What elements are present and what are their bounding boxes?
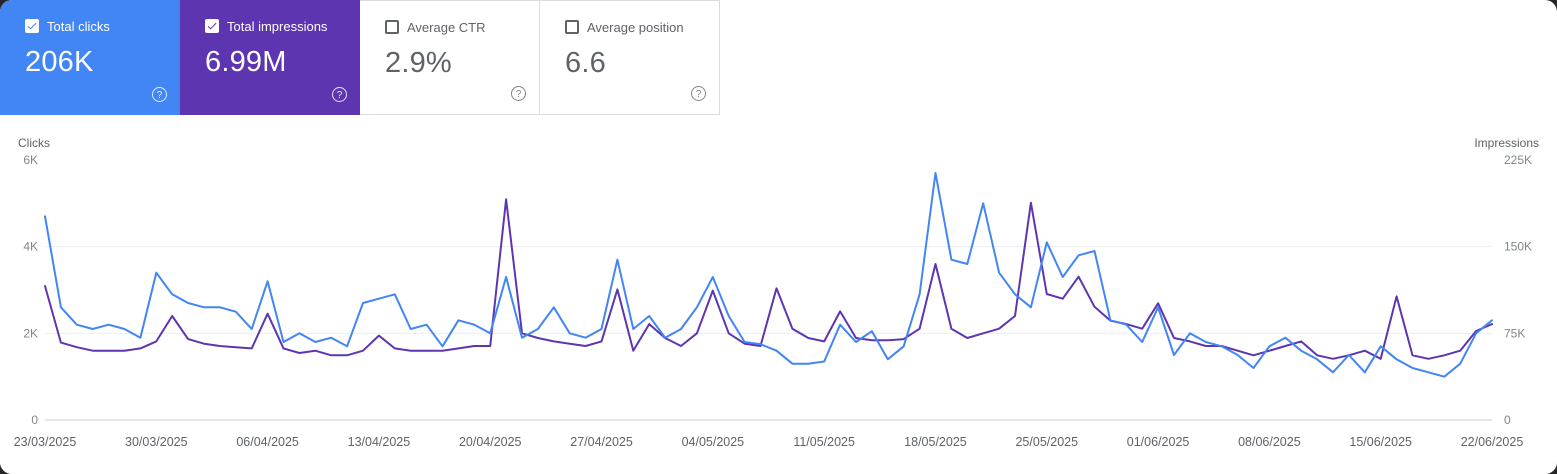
x-axis-label: 22/06/2025 [1461,435,1524,449]
card-total-impressions[interactable]: Total impressions 6.99M ? [180,0,360,115]
card-average-position[interactable]: Average position 6.6 ? [540,0,720,115]
average-ctr-label: Average CTR [407,19,486,35]
card-header: Average position [565,20,705,34]
total-clicks-label: Total clicks [47,18,110,34]
total-clicks-checkbox[interactable] [25,19,39,33]
left-axis-tick: 6K [23,153,38,167]
x-axis-label: 01/06/2025 [1127,435,1190,449]
x-axis-label: 30/03/2025 [125,435,188,449]
card-total-clicks[interactable]: Total clicks 206K ? [0,0,180,115]
x-axis-label: 15/06/2025 [1349,435,1412,449]
performance-chart[interactable]: Clicks Impressions 0 2K 4K 6K 0 75K 150K 225K 23/0… [0,115,1557,474]
help-icon[interactable]: ? [152,87,167,102]
x-axis-label: 04/05/2025 [682,435,745,449]
x-axis-label: 27/04/2025 [570,435,633,449]
help-icon[interactable]: ? [691,86,706,101]
help-icon[interactable]: ? [332,87,347,102]
average-position-label: Average position [587,19,684,35]
card-header: Average CTR [385,20,525,34]
help-icon[interactable]: ? [511,86,526,101]
right-axis-tick: 150K [1504,240,1532,254]
x-axis-label: 11/05/2025 [793,435,855,449]
x-axis-label: 13/04/2025 [348,435,411,449]
card-header: Total clicks [25,19,166,33]
right-axis-tick: 75K [1504,326,1525,340]
left-axis-tick: 4K [23,240,38,254]
clicks-line [44,172,1493,378]
x-axis-label: 25/05/2025 [1015,435,1078,449]
check-icon [27,22,37,30]
metric-cards: Total clicks 206K ? Total impressions 6.… [0,0,1557,115]
total-impressions-value: 6.99M [205,46,287,78]
x-axis-label: 06/04/2025 [236,435,299,449]
average-ctr-value: 2.9% [385,47,452,79]
x-axis-label: 23/03/2025 [14,435,77,449]
average-position-value: 6.6 [565,47,606,79]
x-axis-label: 20/04/2025 [459,435,522,449]
total-clicks-value: 206K [25,46,94,78]
average-ctr-checkbox[interactable] [385,20,399,34]
total-impressions-checkbox[interactable] [205,19,219,33]
right-axis-title: Impressions [1474,136,1539,150]
check-icon [207,22,217,30]
x-axis-label: 08/06/2025 [1238,435,1301,449]
card-header: Total impressions [205,19,346,33]
right-axis-tick: 225K [1504,153,1532,167]
left-axis-tick: 2K [23,326,38,340]
left-axis-tick: 0 [31,413,38,427]
card-average-ctr[interactable]: Average CTR 2.9% ? [360,0,540,115]
total-impressions-label: Total impressions [227,18,328,34]
left-axis-title: Clicks [18,136,50,150]
right-axis-tick: 0 [1504,413,1511,427]
average-position-checkbox[interactable] [565,20,579,34]
x-axis-label: 18/05/2025 [904,435,967,449]
impressions-line [44,198,1493,360]
chart-section: Clicks Impressions 0 2K 4K 6K 0 75K 150K 225K 23/0… [0,115,1557,474]
